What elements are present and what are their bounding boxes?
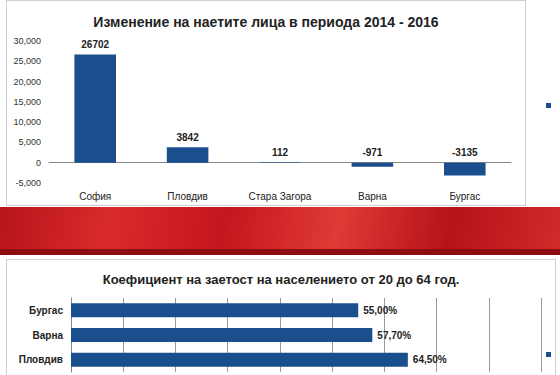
svg-text:Пловдив: Пловдив: [167, 191, 208, 202]
svg-text:Пловдив: Пловдив: [19, 354, 63, 365]
svg-text:20,000: 20,000: [13, 77, 41, 87]
svg-text:-3135: -3135: [452, 147, 478, 158]
svg-text:3842: 3842: [176, 132, 199, 143]
svg-text:Бургас: Бургас: [29, 305, 63, 316]
svg-text:25,000: 25,000: [13, 56, 41, 66]
svg-text:5,000: 5,000: [18, 137, 41, 147]
svg-text:0: 0: [36, 158, 41, 168]
svg-text:-5,000: -5,000: [15, 178, 41, 188]
svg-text:Варна: Варна: [358, 191, 387, 202]
svg-text:55,00%: 55,00%: [363, 305, 397, 316]
svg-text:30,000: 30,000: [13, 36, 41, 46]
svg-text:15,000: 15,000: [13, 97, 41, 107]
svg-text:64,50%: 64,50%: [413, 354, 447, 365]
svg-text:57,70%: 57,70%: [377, 330, 411, 341]
svg-text:Изменение на наетите лица в пе: Изменение на наетите лица в периода 2014…: [93, 14, 438, 30]
svg-text:-971: -971: [362, 147, 382, 158]
svg-text:Стара Загора: Стара Загора: [249, 191, 312, 202]
svg-text:10,000: 10,000: [13, 117, 41, 127]
svg-text:26702: 26702: [81, 39, 109, 50]
svg-text:Коефициент на заетост на насел: Коефициент на заетост на населението от …: [103, 272, 460, 287]
svg-text:София: София: [79, 191, 111, 202]
svg-text:112: 112: [272, 147, 289, 158]
svg-text:Варна: Варна: [33, 330, 64, 341]
svg-text:Бургас: Бургас: [449, 191, 480, 202]
